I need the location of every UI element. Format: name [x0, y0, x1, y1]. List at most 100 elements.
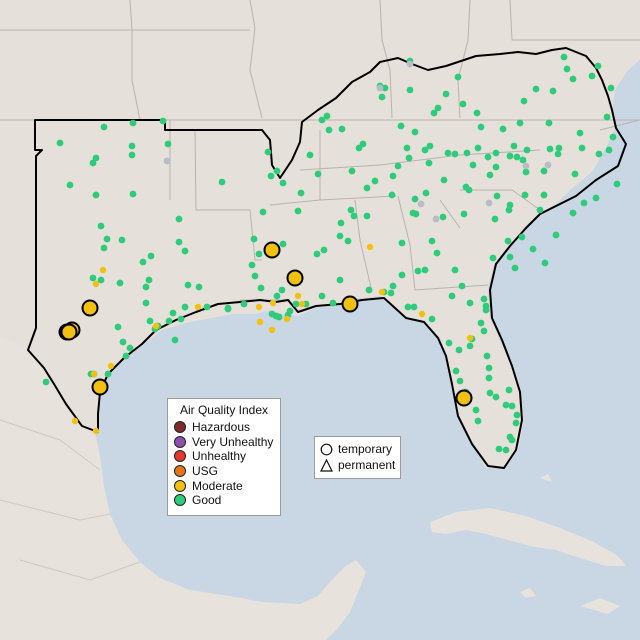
moderate-temporary-monitor-marker [91, 378, 109, 396]
good-monitor-marker [100, 123, 108, 131]
good-monitor-marker [451, 266, 459, 274]
good-monitor-marker [456, 377, 464, 385]
legend-item-permanent: permanent [315, 457, 400, 473]
moderate-monitor-marker [92, 280, 100, 288]
inactive-monitor-marker [376, 84, 384, 92]
moderate-monitor-marker [194, 303, 202, 311]
moderate-monitor-marker [294, 292, 302, 300]
good-monitor-marker [421, 146, 429, 154]
good-monitor-marker [491, 215, 499, 223]
moderate-monitor-marker [255, 303, 263, 311]
good-monitor-marker [344, 237, 352, 245]
legend-label: Hazardous [192, 420, 251, 435]
good-monitor-marker [444, 149, 452, 157]
good-monitor-marker [523, 146, 531, 154]
good-monitor-marker [255, 250, 263, 258]
good-monitor-marker [294, 207, 302, 215]
good-monitor-marker [257, 284, 265, 292]
good-monitor-marker [126, 344, 134, 352]
good-monitor-marker [594, 62, 602, 70]
good-monitor-marker [474, 144, 482, 152]
good-monitor-marker [492, 149, 500, 157]
legend-item-unhealthy: Unhealthy [168, 449, 280, 464]
good-monitor-marker [145, 276, 153, 284]
legend-label: Unhealthy [192, 449, 247, 464]
good-monitor-marker [489, 254, 497, 262]
good-monitor-marker [508, 402, 516, 410]
good-monitor-marker [560, 53, 568, 61]
good-monitor-marker [513, 153, 521, 161]
good-monitor-marker [388, 191, 396, 199]
good-monitor-marker [338, 125, 346, 133]
island-land [580, 598, 620, 614]
moderate-monitor-marker [99, 266, 107, 274]
good-monitor-marker [433, 249, 441, 257]
good-monitor-marker [128, 142, 136, 150]
inactive-monitor-marker [485, 199, 493, 207]
good-monitor-marker [518, 233, 526, 241]
good-monitor-marker [329, 299, 337, 307]
good-monitor-marker [448, 292, 456, 300]
good-monitor-marker [169, 309, 177, 317]
good-monitor-marker [56, 139, 64, 147]
moderate-temporary-monitor-marker [81, 299, 99, 317]
good-monitor-marker [350, 212, 358, 220]
good-monitor-marker [454, 73, 462, 81]
inactive-monitor-marker [417, 200, 425, 208]
good-monitor-marker [278, 286, 286, 294]
cuba-land [430, 508, 626, 566]
moderate-temporary-monitor-marker [60, 323, 78, 341]
moderate-large-monitors [58, 241, 473, 407]
good-monitor-marker [569, 75, 577, 83]
good-monitor-marker [605, 146, 613, 154]
good-monitor-marker [363, 212, 371, 220]
good-monitor-marker [414, 267, 422, 275]
moderate-monitor-marker [298, 300, 306, 308]
good-monitor-marker [184, 281, 192, 289]
good-monitor-marker [603, 113, 611, 121]
good-monitors [42, 53, 621, 454]
good-monitor-marker [128, 151, 136, 159]
good-monitor-marker [323, 112, 331, 120]
good-monitor-marker [485, 364, 493, 372]
legend-label: USG [192, 464, 219, 479]
good-monitor-marker [492, 163, 500, 171]
hazardous-swatch [174, 421, 186, 434]
legend-item-moderate: Moderate [168, 478, 280, 493]
good-monitor-marker [442, 90, 450, 98]
moderate-monitor-marker [152, 322, 160, 330]
good-monitor-marker [452, 367, 460, 375]
good-monitor-marker [458, 282, 466, 290]
island-land [540, 474, 552, 482]
good-monitor-marker [463, 149, 471, 157]
good-monitor-marker [122, 352, 130, 360]
good-monitor-marker [510, 142, 518, 150]
good-monitor-marker [434, 104, 442, 112]
us-mainland [0, 0, 640, 468]
good-monitor-marker [529, 245, 537, 253]
island-land [520, 588, 536, 598]
good-monitor-marker [181, 247, 189, 255]
good-monitor-marker [240, 300, 248, 308]
good-monitor-marker [466, 299, 474, 307]
good-monitor-marker [546, 145, 554, 153]
good-monitor-marker [592, 194, 600, 202]
good-monitor-marker [502, 446, 510, 454]
monitor-type-legend: temporary permanent [314, 436, 401, 479]
good-monitor-marker [506, 253, 514, 261]
triangle-icon [320, 458, 333, 472]
legend-item-very-unhealthy: Very Unhealthy [168, 435, 280, 450]
good-monitor-marker [336, 232, 344, 240]
moderate-monitor-marker [107, 362, 115, 370]
moderate-monitor-marker [90, 370, 98, 378]
good-monitor-marker [588, 72, 596, 80]
good-monitor-marker [578, 144, 586, 152]
good-monitor-marker [318, 116, 326, 124]
good-monitor-marker [613, 180, 621, 188]
good-monitor-marker [92, 191, 100, 199]
good-monitor-marker [609, 133, 617, 141]
good-monitor-marker [511, 264, 519, 272]
moderate-temporary-monitor-marker [455, 389, 473, 407]
moderate-small-monitors [71, 243, 474, 435]
